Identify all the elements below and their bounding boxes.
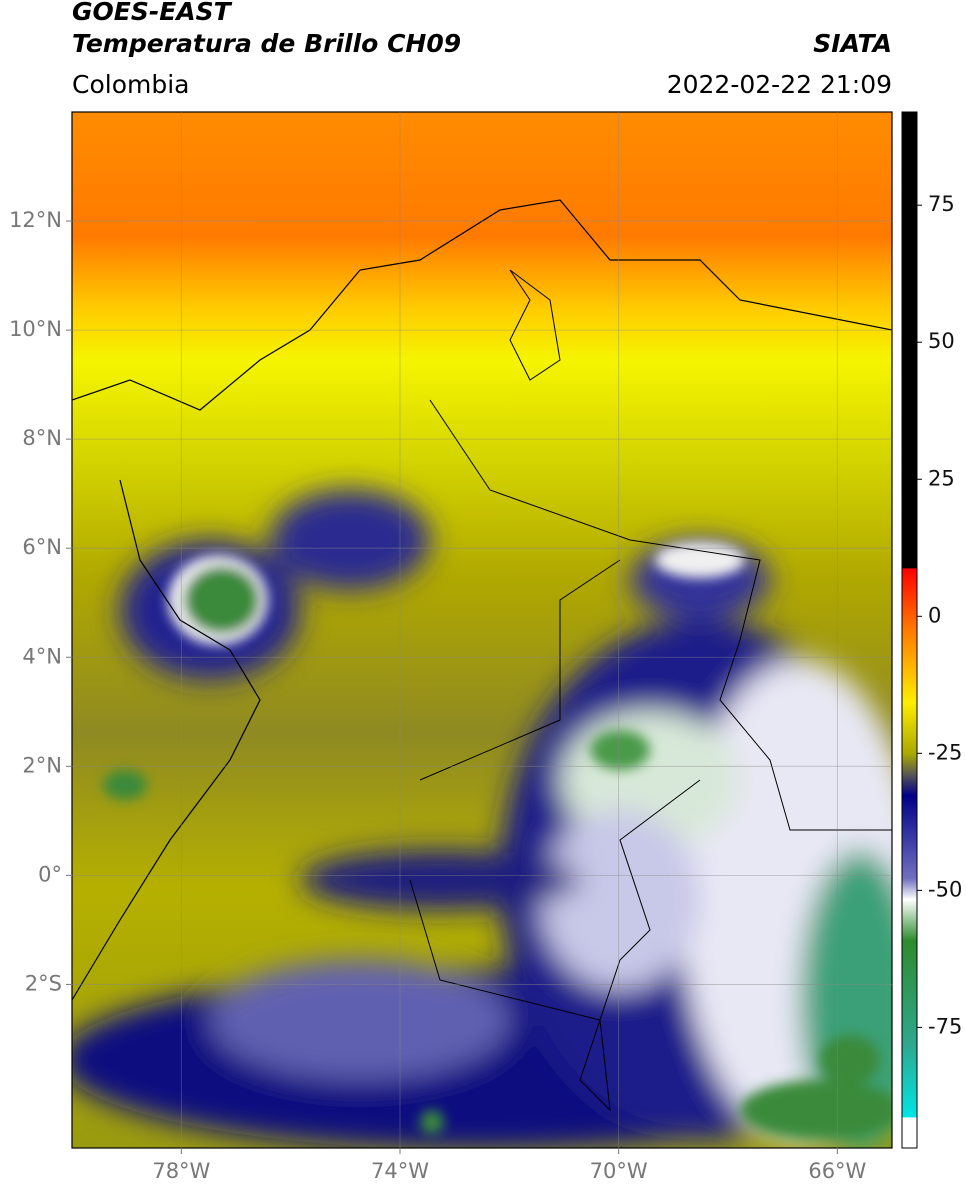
x-tick-label: 74°W (371, 1159, 429, 1183)
colorbar-tick-label: -50 (928, 877, 962, 901)
y-tick-label: 2°S (25, 971, 62, 995)
subtitle: Temperatura de Brillo CH09 (72, 29, 461, 58)
region: Colombia (72, 70, 189, 99)
datetime: 2022-02-22 21:09 (667, 70, 892, 99)
colorbar-tick-label: 50 (928, 329, 955, 353)
y-tick-label: 2°N (22, 753, 62, 777)
colorbar-tick-label: 25 (928, 466, 955, 490)
colorbar-tick-label: -75 (928, 1014, 962, 1038)
x-tick-label: 66°W (808, 1159, 866, 1183)
y-tick-label: 6°N (22, 535, 62, 559)
y-tick-label: 0° (38, 862, 62, 886)
colorbar-tick-label: -25 (928, 740, 962, 764)
source: SIATA (813, 29, 892, 58)
imagery (72, 112, 892, 1148)
colorbar-tick-label: 0 (928, 603, 941, 627)
title: GOES-EAST (72, 0, 233, 26)
colorbar (901, 111, 918, 1149)
x-tick-label: 70°W (590, 1159, 648, 1183)
y-tick-label: 12°N (9, 208, 62, 232)
map-frame (71, 111, 893, 1149)
y-tick-label: 8°N (22, 426, 62, 450)
y-tick-label: 10°N (9, 317, 62, 341)
x-tick-label: 78°W (152, 1159, 210, 1183)
colorbar-tick-label: 75 (928, 192, 955, 216)
y-tick-label: 4°N (22, 644, 62, 668)
